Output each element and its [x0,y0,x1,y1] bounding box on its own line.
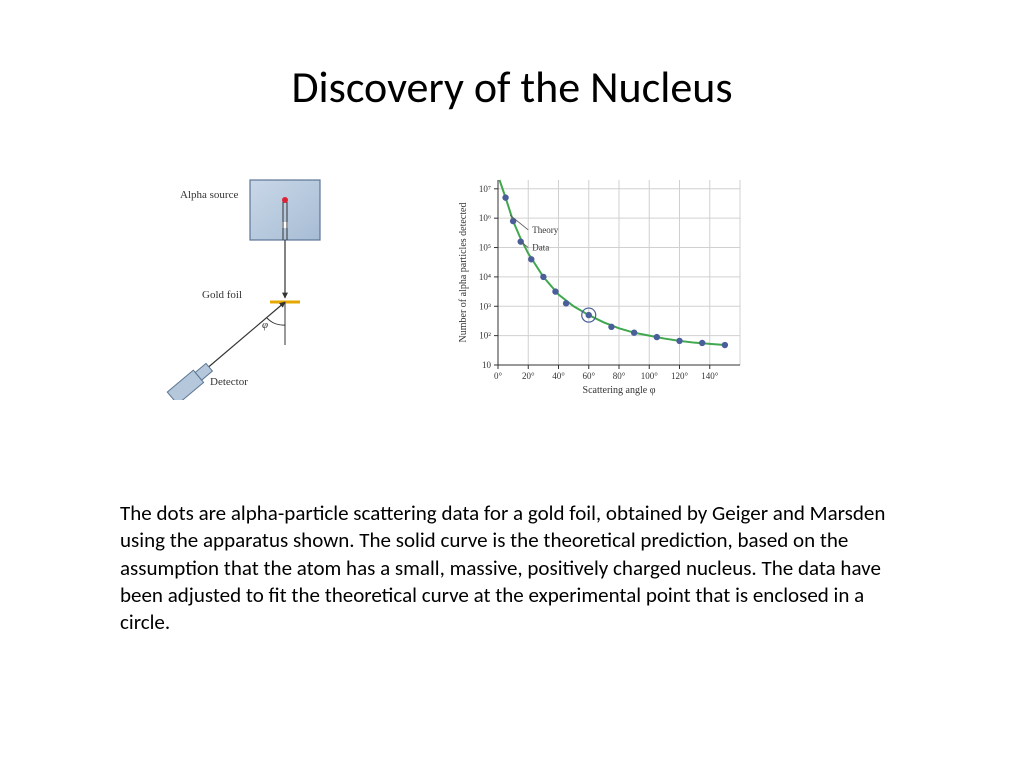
scattering-chart: 0° 20° 40° 60° 80° 100° 120° 140° 10 10² 10³ 10⁴ 10⁵… [450,170,750,400]
svg-text:60°: 60° [582,371,595,381]
svg-text:10³: 10³ [479,301,491,311]
svg-text:80°: 80° [613,371,626,381]
svg-text:Data: Data [532,243,549,253]
svg-text:40°: 40° [552,371,565,381]
svg-text:140°: 140° [701,371,719,381]
svg-text:Theory: Theory [532,225,558,235]
svg-text:120°: 120° [671,371,689,381]
svg-text:Gold foil: Gold foil [202,289,242,301]
svg-text:10⁵: 10⁵ [479,243,491,253]
page-title: Discovery of the Nucleus [0,60,1024,114]
svg-text:Detector: Detector [210,376,248,388]
svg-text:0°: 0° [494,371,503,381]
body-paragraph: The dots are alpha-particle scattering d… [120,500,910,636]
svg-text:φ: φ [262,319,268,331]
svg-text:10⁶: 10⁶ [479,213,491,223]
svg-text:100°: 100° [641,371,659,381]
svg-text:Scattering angle φ: Scattering angle φ [583,385,656,396]
svg-text:20°: 20° [522,371,535,381]
svg-text:10⁷: 10⁷ [479,184,491,194]
apparatus-diagram: Alpha source Gold foil φ Detector [140,170,390,400]
svg-text:10: 10 [482,360,492,370]
svg-text:10²: 10² [479,331,491,341]
svg-text:Alpha source: Alpha source [180,189,238,201]
svg-text:10⁴: 10⁴ [479,272,491,282]
figure-row: Alpha source Gold foil φ Detector 0° 20° 40° 6… [140,170,750,400]
svg-text:Number of alpha particles dete: Number of alpha particles detected [458,203,469,343]
